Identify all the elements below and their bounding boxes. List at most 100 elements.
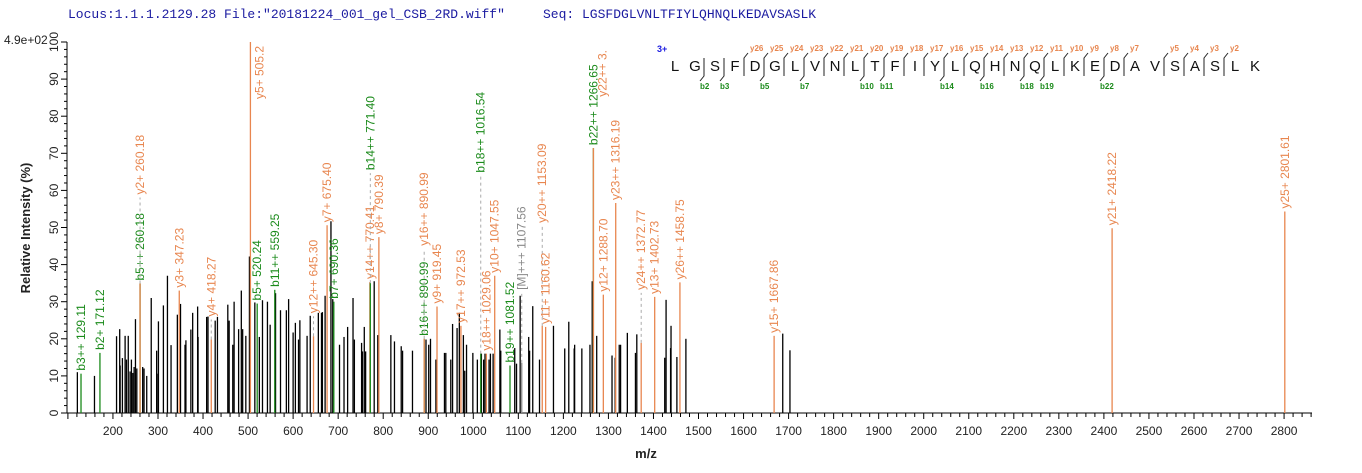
peak-label-y: y18++ 1029.06 [479,270,493,350]
residue: Q [1029,58,1041,75]
x-tick-label: 2600 [1181,424,1208,438]
y-ion-marker: y25 [770,44,784,53]
b-cleavage-mark [719,58,725,82]
y-cleavage-mark [1003,52,1009,76]
y-cleavage-mark [883,52,889,76]
residue: K [1070,58,1080,75]
x-tick-label: 1400 [640,424,667,438]
y-tick-label: 90 [47,72,61,86]
peak-label-b: b11++ 559.25 [268,213,282,287]
x-tick-label: 1600 [730,424,757,438]
y-ion-marker: y20 [870,44,884,53]
y-cleavage-mark [783,52,789,76]
residue: L [1051,58,1059,75]
y-cleavage-mark [963,52,969,76]
b-ion-marker: b10 [860,82,874,91]
residue: L [951,58,959,75]
y-tick-label: 100 [47,32,61,52]
y-cleavage-mark [943,52,949,76]
y-tick-label: 60 [47,183,61,197]
peak-label-y: y2+ 260.18 [133,134,147,194]
y-cleavage-mark [1083,52,1089,76]
residue: L [671,58,679,75]
y-cleavage-mark [1123,52,1129,76]
x-tick-label: 1800 [820,424,847,438]
y-ion-marker: y5 [1170,44,1179,53]
peak-label-y: y12++ 645.30 [307,239,321,313]
y-ion-marker: y2 [1230,44,1239,53]
peak-label-y: y22++ 3. [595,50,609,97]
residue: A [1130,58,1140,75]
y-cleavage-mark [1163,52,1169,76]
y-ion-marker: y24 [790,44,804,53]
residue: Y [930,58,940,75]
b-ion-marker: b14 [940,82,954,91]
x-tick-label: 800 [373,424,393,438]
y-ion-marker: y13 [1010,44,1024,53]
peak-label-b: b3++ 129.11 [74,304,88,371]
b-cleavage-mark [1099,58,1105,82]
y-tick-label: 50 [47,221,61,235]
x-axis-title: m/z [635,446,657,461]
x-tick-label: 2200 [1000,424,1027,438]
x-tick-label: 1000 [460,424,487,438]
b-ion-marker: b19 [1040,82,1054,91]
peak-label-y: y8+ 790.39 [372,174,386,234]
residue: D [750,58,761,75]
b-ion-marker: b5 [760,82,770,91]
x-tick-label: 300 [148,424,168,438]
b-ion-marker: b3 [720,82,730,91]
b-ion-marker: b22 [1100,82,1114,91]
y-cleavage-mark [863,52,869,76]
x-tick-label: 2100 [955,424,982,438]
b-cleavage-mark [759,58,765,82]
y-ion-marker: y16 [950,44,964,53]
x-tick-label: 700 [328,424,348,438]
residue: N [830,58,841,75]
y-tick-label: 10 [47,369,61,383]
y-ion-marker: y21 [850,44,864,53]
y-ion-marker: y7 [1130,44,1139,53]
b-ion-marker: b7 [800,82,810,91]
y-cleavage-mark [803,52,809,76]
y-ion-marker: y19 [890,44,904,53]
x-tick-label: 2700 [1226,424,1253,438]
residue: L [791,58,799,75]
x-tick-label: 1900 [865,424,892,438]
x-tick-label: 1500 [685,424,712,438]
y-tick-label: 70 [47,146,61,160]
y-ion-marker: y3 [1210,44,1219,53]
y-ion-marker: y12 [1030,44,1044,53]
b-cleavage-mark [799,58,805,82]
y-ion-marker: y10 [1070,44,1084,53]
y-cleavage-mark [1103,52,1109,76]
peak-label-b: b7+ 690.36 [327,238,341,299]
peak-label-b: b18++ 1016.54 [474,92,488,173]
residue: S [710,58,720,75]
y-cleavage-mark [743,52,749,76]
residue: E [1090,58,1100,75]
peak-label-b: b5+ 520.24 [250,240,264,301]
residue: V [1150,58,1160,75]
x-tick-label: 2400 [1091,424,1118,438]
y-ion-marker: y14 [990,44,1004,53]
peak-label-y: y13+ 1402.73 [648,220,662,293]
charge-state: 3+ [657,44,667,54]
y-ion-marker: y11 [1050,44,1063,53]
x-tick-label: 500 [238,424,258,438]
residue: S [1210,58,1220,75]
y-tick-label: 30 [47,295,61,309]
peak-label-y: y14++ 770.41 [363,205,377,279]
b-ion-marker: b16 [980,82,994,91]
residue: T [870,58,879,75]
y-ion-marker: y8 [1110,44,1119,53]
x-tick-label: 200 [103,424,123,438]
b-cleavage-mark [879,58,885,82]
max-intensity-label: 4.9e+02 [4,33,48,47]
peak-label-b: b19++ 1081.52 [503,281,517,362]
residue: S [1170,58,1180,75]
peak-label-y: y12+ 1288.70 [596,218,610,291]
peak-label-y: y15+ 1667.86 [767,259,781,332]
b-ion-marker: b2 [700,82,710,91]
